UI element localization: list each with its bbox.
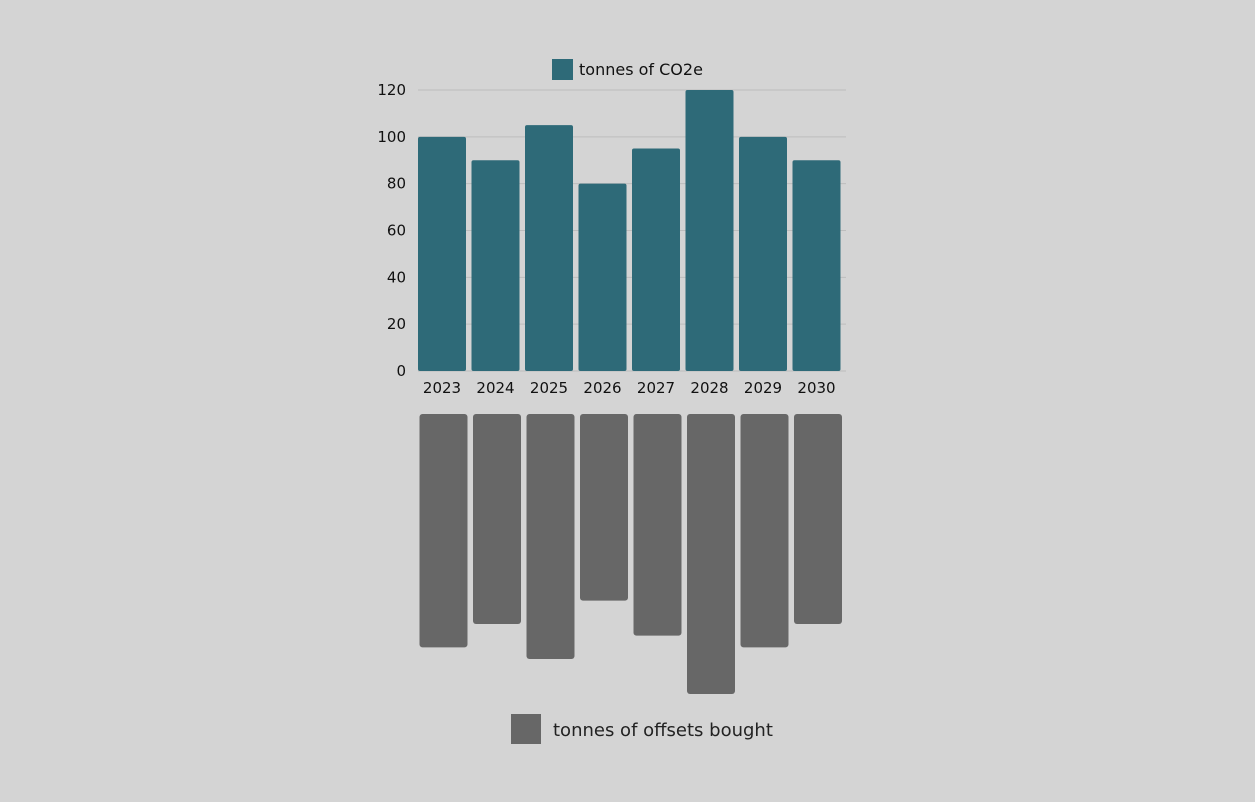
bar-co2e — [578, 183, 627, 371]
legend-label-offsets: tonnes of offsets bought — [553, 720, 773, 741]
x-tick-label: 2028 — [690, 379, 728, 397]
bar-co2e — [792, 160, 841, 371]
legend-bottom: tonnes of offsets bought — [511, 714, 773, 744]
bar-co2e — [418, 136, 466, 371]
bar-offsets — [526, 414, 575, 659]
bar-offsets — [580, 414, 628, 601]
bar-offsets — [633, 414, 682, 636]
x-axis-ticks: 2023 2024 2025 2026 2027 2028 2029 2030 — [423, 379, 836, 397]
y-tick-label: 120 — [377, 81, 406, 99]
y-tick-label: 80 — [387, 175, 406, 193]
x-tick-label: 2029 — [744, 379, 782, 397]
bar-offsets — [419, 414, 468, 648]
bar-offsets — [473, 414, 521, 624]
y-axis-ticks: 0 20 40 60 80 100 120 — [377, 81, 406, 380]
y-tick-label: 60 — [387, 222, 406, 240]
bar-co2e — [632, 148, 680, 371]
bar-co2e — [739, 136, 787, 371]
legend-top: tonnes of CO2e — [552, 59, 703, 80]
legend-swatch-co2e — [552, 59, 573, 80]
legend-label-co2e: tonnes of CO2e — [579, 60, 703, 79]
x-tick-label: 2023 — [423, 379, 461, 397]
x-tick-label: 2030 — [797, 379, 835, 397]
x-tick-label: 2025 — [530, 379, 568, 397]
bar-co2e — [525, 125, 573, 371]
bar-co2e — [685, 90, 734, 371]
y-tick-label: 40 — [387, 268, 406, 286]
bar-offsets — [794, 414, 842, 624]
y-tick-label: 20 — [387, 315, 406, 333]
y-tick-label: 0 — [396, 362, 406, 380]
x-tick-label: 2024 — [476, 379, 514, 397]
legend-swatch-offsets — [511, 714, 541, 744]
x-tick-label: 2027 — [637, 379, 675, 397]
bar-co2e — [471, 160, 520, 371]
bar-offsets — [687, 414, 735, 694]
bar-offsets — [740, 414, 789, 648]
offsets-bars — [419, 414, 842, 694]
x-tick-label: 2026 — [583, 379, 621, 397]
y-tick-label: 100 — [377, 128, 406, 146]
co2e-bars — [418, 90, 841, 371]
